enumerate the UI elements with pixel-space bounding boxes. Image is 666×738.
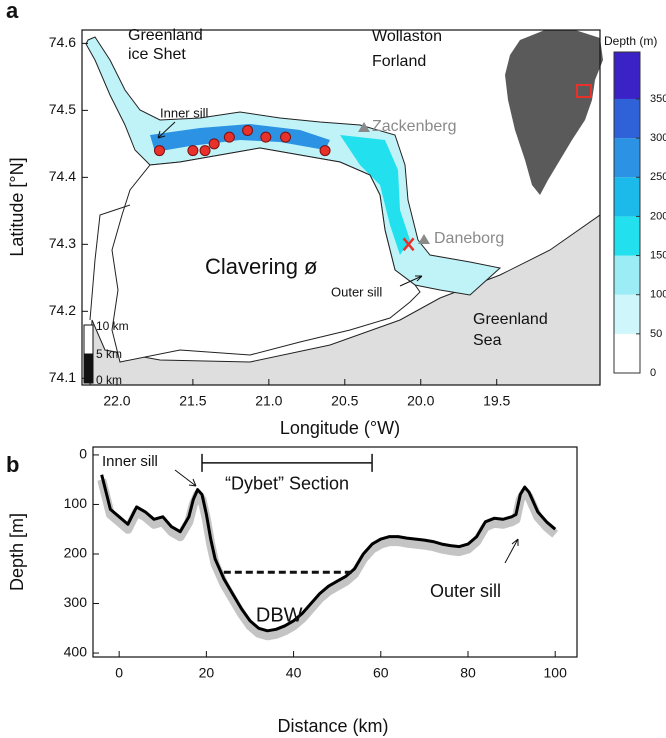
place-label: Greenland: [473, 311, 548, 328]
x-tick-label: 19.5: [483, 393, 510, 409]
inset-land: [505, 30, 603, 195]
x-tick-label: 60: [373, 665, 389, 681]
station: [199, 145, 211, 157]
place-label: Daneborg: [434, 230, 504, 247]
y-tick-label: 200: [64, 545, 88, 561]
y-tick-label: 74.3: [49, 235, 76, 251]
colorbar-bin: [614, 294, 640, 334]
colorbar-tick-label: 100: [650, 289, 666, 301]
place-label: Zackenberg: [372, 118, 457, 135]
scale-bar-white: [83, 324, 94, 355]
scale-label: 10 km: [96, 319, 129, 333]
clavering-island: [111, 147, 421, 363]
y-tick-label: 100: [64, 495, 88, 511]
x-tick-label: 20.5: [331, 393, 358, 409]
x-tick-label: 80: [460, 665, 476, 681]
section-bracket: [201, 453, 373, 472]
colorbar-frame: [613, 51, 641, 374]
colorbar-bin: [614, 138, 640, 178]
y-tick-label: 0: [79, 446, 87, 462]
inset-box: [576, 84, 592, 98]
place-label: Greenland: [128, 27, 203, 44]
colorbar-tick-label: 50: [650, 328, 662, 340]
station: [208, 138, 220, 150]
y-tick-label: 74.5: [49, 101, 76, 117]
colorbar-title: Depth (m): [604, 34, 657, 48]
x-tick-label: 20: [199, 665, 215, 681]
annotation: “Dybet” Section: [225, 474, 349, 494]
place-label: Forland: [372, 53, 426, 70]
y-axis-label: Latitude [°N]: [7, 157, 27, 256]
panel-label: b: [6, 452, 19, 477]
colorbar-tick-label: 0: [650, 367, 656, 379]
scale-bar-black: [83, 353, 94, 384]
colorbar-bin: [614, 177, 640, 217]
scale-label: 0 km: [96, 373, 122, 387]
place-label: ice Shet: [128, 46, 186, 63]
station: [223, 131, 235, 143]
x-tick-label: 21.5: [179, 393, 206, 409]
y-tick-label: 74.6: [49, 34, 76, 50]
coastline: [89, 204, 131, 321]
arrow: [504, 538, 519, 564]
x-tick-label: 40: [286, 665, 302, 681]
fjord-channel: [340, 135, 410, 255]
colorbar-bin: [614, 216, 640, 256]
station: [187, 145, 199, 157]
y-tick-label: 300: [64, 594, 88, 610]
annotation: Inner sill: [102, 453, 158, 470]
station: [260, 131, 272, 143]
mooring: [402, 237, 415, 252]
station: [242, 124, 254, 136]
place-label: Wollaston: [372, 28, 442, 45]
x-tick-label: 22.0: [103, 393, 130, 409]
inset-greenland: [505, 30, 603, 195]
colorbar-tick-label: 350: [650, 93, 666, 105]
colorbar-tick-label: 150: [650, 249, 666, 261]
colorbar-bin: [614, 333, 640, 373]
annotation: Outer sill: [430, 581, 501, 601]
place-label: Sea: [473, 332, 502, 349]
x-tick-label: 21.0: [255, 393, 282, 409]
annotation: Outer sill: [331, 284, 382, 299]
arrow: [174, 469, 197, 487]
station: [280, 131, 292, 143]
colorbar-bin: [614, 255, 640, 295]
station: [153, 145, 165, 157]
colorbar-tick-label: 200: [650, 210, 666, 222]
y-tick-label: 74.4: [49, 168, 76, 184]
y-tick-label: 400: [64, 644, 88, 660]
plot-frame: [81, 29, 601, 386]
fjord-deep: [150, 124, 330, 152]
arrow: [157, 121, 176, 139]
profile-shadow: [97, 478, 559, 641]
y-tick-label: 74.2: [49, 302, 76, 318]
y-axis-label: Depth [m]: [7, 513, 27, 591]
colorbar-tick-label: 300: [650, 132, 666, 144]
colorbar-tick-label: 250: [650, 171, 666, 183]
annotation: Inner sill: [160, 105, 209, 120]
x-axis-label: Longitude (°W): [280, 418, 400, 438]
colorbar-bin: [614, 98, 640, 139]
place-marker: [418, 234, 430, 244]
arrow: [399, 275, 423, 287]
place-marker: [358, 122, 370, 132]
sea: [89, 214, 600, 385]
y-tick-label: 74.1: [49, 369, 76, 385]
station: [319, 145, 331, 157]
scale-label: 5 km: [96, 347, 122, 361]
panel-label: a: [6, 0, 19, 23]
x-tick-label: 20.0: [407, 393, 434, 409]
plot-frame: [92, 446, 578, 658]
x-tick-label: 0: [115, 665, 123, 681]
profile-line: [100, 474, 557, 633]
x-tick-label: 100: [544, 665, 568, 681]
x-axis-label: Distance (km): [277, 716, 388, 736]
annotation: DBW: [256, 605, 303, 627]
place-label: Clavering ø: [205, 254, 317, 279]
colorbar-bin: [614, 52, 640, 99]
